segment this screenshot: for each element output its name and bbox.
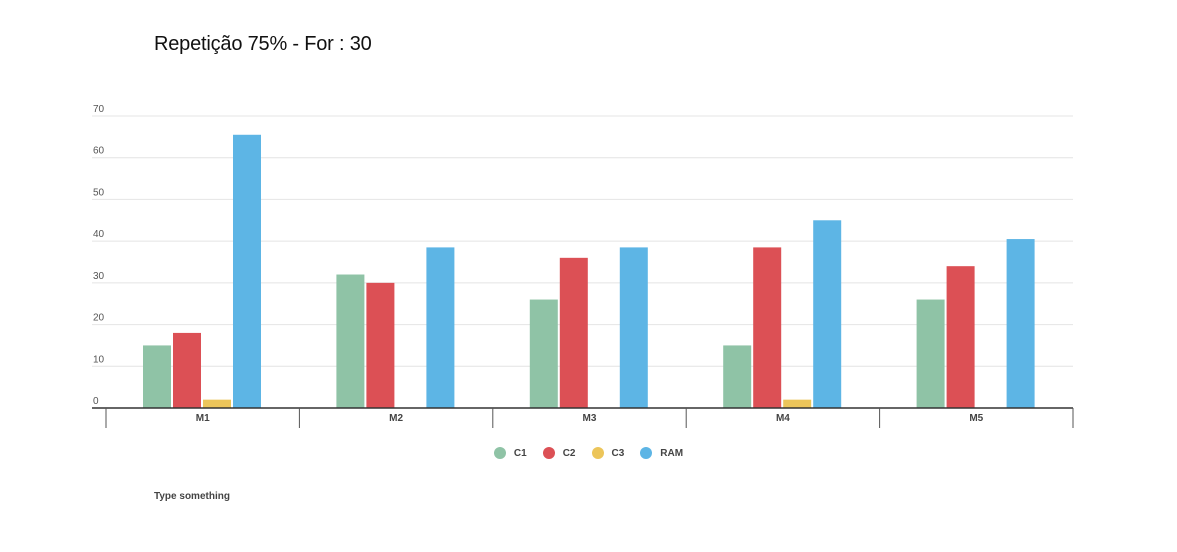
legend-swatch xyxy=(493,447,506,459)
bar-ram-m1[interactable] xyxy=(233,134,261,408)
bar-c2-m5[interactable] xyxy=(946,266,975,408)
bar-c2-m2[interactable] xyxy=(366,282,395,408)
legend-item-c1[interactable]: C1 xyxy=(493,447,527,459)
bar-c2-m3[interactable] xyxy=(559,257,588,408)
y-tick-label: 30 xyxy=(93,271,105,282)
bars xyxy=(143,134,1035,408)
bar-c3-m4[interactable] xyxy=(783,399,812,408)
bar-c1-m4[interactable] xyxy=(723,345,752,408)
y-tick-label: 20 xyxy=(93,313,105,324)
y-tick-label: 10 xyxy=(93,354,105,365)
x-tick-label: M2 xyxy=(389,413,403,424)
bar-ram-m3[interactable] xyxy=(619,247,648,408)
bar-c1-m5[interactable] xyxy=(916,299,945,408)
legend-label: C2 xyxy=(562,447,576,459)
x-tick-label: M3 xyxy=(583,413,597,424)
y-tick-label: 60 xyxy=(93,146,105,157)
bar-c2-m1[interactable] xyxy=(173,332,201,408)
x-tick-label: M1 xyxy=(196,413,210,424)
bar-c1-m1[interactable] xyxy=(143,345,171,408)
legend-item-c3[interactable]: C3 xyxy=(591,447,625,459)
x-tick-label: M5 xyxy=(969,413,983,424)
bar-c3-m1[interactable] xyxy=(203,399,231,408)
bar-c1-m2[interactable] xyxy=(336,274,365,408)
legend-swatch xyxy=(591,447,604,459)
bar-ram-m4[interactable] xyxy=(813,220,842,408)
chart-title: Repetição 75% - For : 30 xyxy=(154,33,372,55)
y-tick-label: 40 xyxy=(93,229,105,240)
bar-ram-m2[interactable] xyxy=(426,247,455,408)
y-tick-label: 0 xyxy=(93,396,99,407)
legend: C1 C2 C3 RAM xyxy=(0,447,1177,459)
legend-label: C3 xyxy=(611,447,625,459)
text-note[interactable]: Type something xyxy=(154,491,230,502)
legend-label: C1 xyxy=(513,447,527,459)
y-axis-ticks: 0 10 20 30 40 50 60 70 xyxy=(93,104,105,407)
bar-c2-m4[interactable] xyxy=(753,247,782,408)
legend-swatch xyxy=(640,447,653,459)
legend-item-c2[interactable]: C2 xyxy=(542,447,576,459)
legend-swatch xyxy=(542,447,555,459)
legend-label: RAM xyxy=(660,447,684,459)
bar-c1-m3[interactable] xyxy=(529,299,558,408)
bar-ram-m5[interactable] xyxy=(1006,239,1035,408)
x-axis: M1 M2 M3 M4 M5 xyxy=(92,407,1074,428)
y-tick-label: 70 xyxy=(93,104,105,115)
x-tick-label: M4 xyxy=(776,413,790,424)
legend-item-ram[interactable]: RAM xyxy=(640,447,683,459)
y-tick-label: 50 xyxy=(93,187,105,198)
